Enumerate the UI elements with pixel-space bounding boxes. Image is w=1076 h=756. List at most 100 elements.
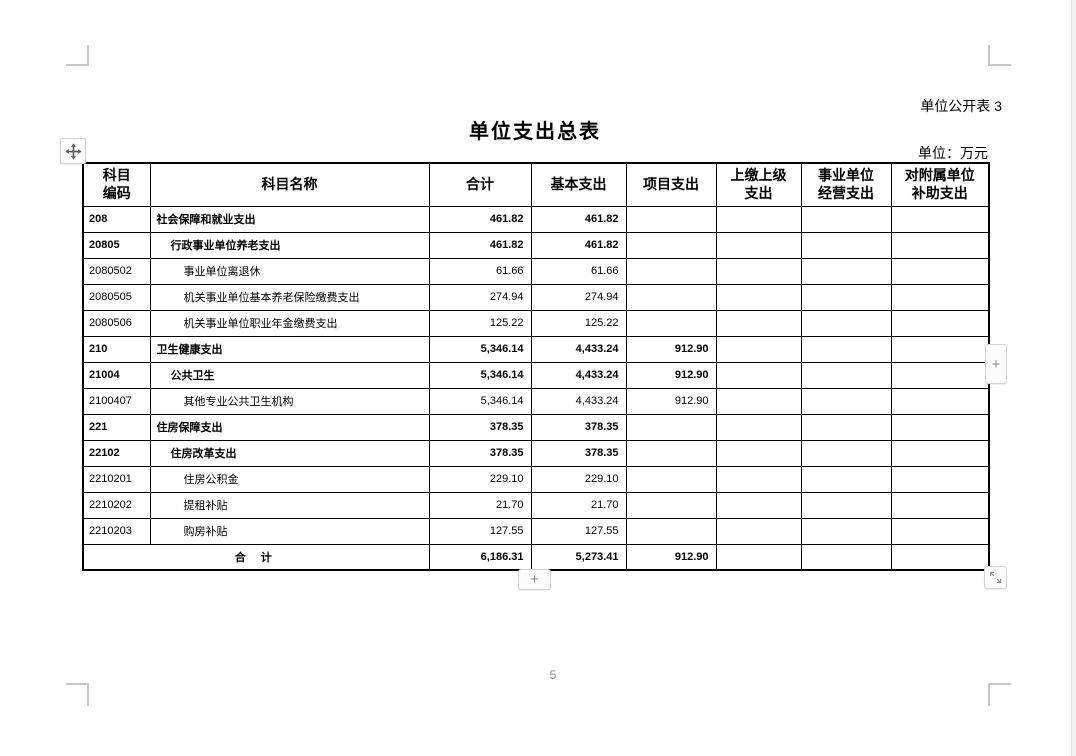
table-resize-handle[interactable] — [984, 566, 1007, 589]
cell-basic: 4,433.24 — [530, 361, 627, 389]
cell-superior — [715, 205, 802, 233]
cell-total: 5,346.14 — [428, 361, 532, 389]
total-basic: 5,273.41 — [530, 543, 627, 571]
cell-subsidy — [890, 439, 990, 467]
cell-superior — [715, 309, 802, 337]
table-move-handle[interactable] — [60, 138, 86, 164]
cell-superior — [715, 283, 802, 311]
total-superior — [715, 543, 802, 571]
cell-subsidy — [890, 387, 990, 415]
move-icon — [64, 142, 82, 160]
cell-subsidy — [890, 205, 990, 233]
cell-project: 912.90 — [625, 387, 717, 415]
cell-total: 378.35 — [428, 439, 532, 467]
cell-project — [625, 283, 717, 311]
cell-subject-code: 20805 — [82, 231, 151, 259]
cell-superior — [715, 387, 802, 415]
table-row: 210 卫生健康支出 5,346.14 4,433.24 912.90 — [82, 335, 990, 363]
header-total: 合计 — [428, 162, 532, 207]
cell-subject-code: 208 — [82, 205, 151, 233]
total-project: 912.90 — [625, 543, 717, 571]
header-subject-name: 科目名称 — [149, 162, 430, 207]
cell-superior — [715, 231, 802, 259]
cell-subject-name: 社会保障和就业支出 — [149, 205, 430, 233]
cell-subject-name: 事业单位离退休 — [149, 257, 430, 285]
table-row: 21004 公共卫生 5,346.14 4,433.24 912.90 — [82, 361, 990, 389]
cell-basic: 4,433.24 — [530, 387, 627, 415]
header-subsidy-expenditure: 对附属单位 补助支出 — [890, 162, 990, 207]
table-row: 221 住房保障支出 378.35 378.35 — [82, 413, 990, 441]
cell-project — [625, 309, 717, 337]
cell-total: 274.94 — [428, 283, 532, 311]
cell-project — [625, 439, 717, 467]
cell-project — [625, 205, 717, 233]
cell-business — [800, 283, 892, 311]
cell-subject-code: 21004 — [82, 361, 151, 389]
cell-subject-code: 2100407 — [82, 387, 151, 415]
header-business-expenditure: 事业单位 经营支出 — [800, 162, 892, 207]
cell-basic: 378.35 — [530, 439, 627, 467]
table-row: 2210201 住房公积金 229.10 229.10 — [82, 465, 990, 493]
cell-subject-name: 机关事业单位职业年金缴费支出 — [149, 309, 430, 337]
cell-total: 61.66 — [428, 257, 532, 285]
cell-basic: 21.70 — [530, 491, 627, 519]
cell-subject-code: 2210202 — [82, 491, 151, 519]
cell-subject-name: 住房公积金 — [149, 465, 430, 493]
cell-subject-name: 行政事业单位养老支出 — [149, 231, 430, 259]
total-row: 合 计 6,186.31 5,273.41 912.90 — [82, 543, 990, 571]
cell-project — [625, 491, 717, 519]
cell-subject-name: 提租补贴 — [149, 491, 430, 519]
cell-basic: 4,433.24 — [530, 335, 627, 363]
cell-total: 127.55 — [428, 517, 532, 545]
cell-subject-name: 其他专业公共卫生机构 — [149, 387, 430, 415]
cell-superior — [715, 257, 802, 285]
cell-subsidy — [890, 335, 990, 363]
scrollbar-track[interactable] — [1071, 0, 1076, 756]
cell-subject-name: 住房保障支出 — [149, 413, 430, 441]
cell-subject-name: 卫生健康支出 — [149, 335, 430, 363]
table-row: 2210202 提租补贴 21.70 21.70 — [82, 491, 990, 519]
cell-total: 21.70 — [428, 491, 532, 519]
total-subsidy — [890, 543, 990, 571]
table-row: 2100407 其他专业公共卫生机构 5,346.14 4,433.24 912.90 — [82, 387, 990, 415]
cell-subsidy — [890, 283, 990, 311]
table-row: 22102 住房改革支出 378.35 378.35 — [82, 439, 990, 467]
cell-basic: 125.22 — [530, 309, 627, 337]
plus-icon: + — [530, 571, 539, 588]
table-header: 科目 编码 科目名称 合计 基本支出 项目支出 上缴上级 支出 事业单位 经营支… — [82, 162, 990, 207]
cell-basic: 378.35 — [530, 413, 627, 441]
add-row-button[interactable]: + — [518, 569, 551, 590]
cell-business — [800, 387, 892, 415]
add-column-button[interactable]: + — [985, 344, 1007, 384]
expenditure-table-wrap: 科目 编码 科目名称 合计 基本支出 项目支出 上缴上级 支出 事业单位 经营支… — [82, 162, 990, 571]
cell-superior — [715, 413, 802, 441]
cell-project: 912.90 — [625, 335, 717, 363]
cell-business — [800, 439, 892, 467]
cell-total: 5,346.14 — [428, 387, 532, 415]
page-title: 单位支出总表 — [469, 121, 601, 143]
cell-subject-code: 2210203 — [82, 517, 151, 545]
table-row: 2210203 购房补贴 127.55 127.55 — [82, 517, 990, 545]
cell-subsidy — [890, 361, 990, 389]
cell-basic: 461.82 — [530, 231, 627, 259]
table-row: 208 社会保障和就业支出 461.82 461.82 — [82, 205, 990, 233]
expenditure-table: 科目 编码 科目名称 合计 基本支出 项目支出 上缴上级 支出 事业单位 经营支… — [82, 162, 990, 571]
table-body: 208 社会保障和就业支出 461.82 461.82 20805 行政事业单位养老支出 4… — [82, 205, 990, 545]
cell-basic: 274.94 — [530, 283, 627, 311]
cell-business — [800, 205, 892, 233]
plus-icon: + — [991, 355, 1001, 373]
cell-superior — [715, 491, 802, 519]
cell-subsidy — [890, 517, 990, 545]
cell-business — [800, 257, 892, 285]
cell-business — [800, 361, 892, 389]
cell-basic: 127.55 — [530, 517, 627, 545]
cell-subject-code: 221 — [82, 413, 151, 441]
margin-crop-mark-bottom-right — [988, 683, 1011, 706]
cell-basic: 229.10 — [530, 465, 627, 493]
table-row: 2080506 机关事业单位职业年金缴费支出 125.22 125.22 — [82, 309, 990, 337]
cell-project — [625, 465, 717, 493]
page-number: 5 — [549, 668, 557, 682]
cell-business — [800, 335, 892, 363]
cell-superior — [715, 517, 802, 545]
